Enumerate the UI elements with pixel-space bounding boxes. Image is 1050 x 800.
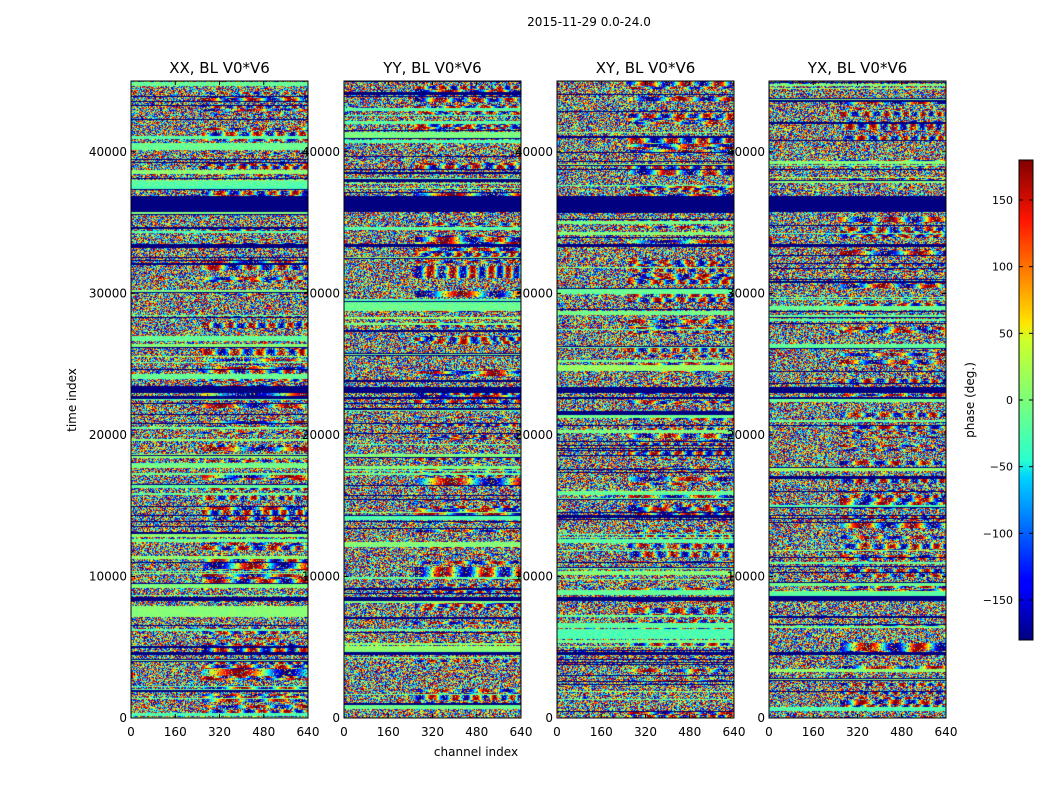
x-axis-label: channel index	[434, 745, 518, 759]
panel-title: XY, BL V0*V6	[596, 59, 696, 77]
panel-title: YX, BL V0*V6	[807, 59, 908, 77]
y-tick-label: 40000	[89, 145, 127, 159]
x-tick-label: 0	[553, 725, 561, 739]
colorbar-tick-label: −100	[983, 527, 1013, 540]
y-tick-label: 20000	[515, 428, 553, 442]
x-tick-label: 320	[634, 725, 657, 739]
panel-4: YX, BL V0*V6 0 160 320 480 640 0 10000 20000 3000…	[727, 59, 958, 739]
colorbar-tick-label: 150	[992, 194, 1013, 207]
x-tick-label: 640	[510, 725, 533, 739]
y-tick-label: 30000	[727, 286, 765, 300]
x-tick-label: 320	[208, 725, 231, 739]
colorbar: 150 100 50 0 −50 −100 −150 phase (deg.)	[963, 159, 1034, 641]
x-tick-label: 480	[465, 725, 488, 739]
colorbar-tick-label: 100	[992, 261, 1013, 274]
x-tick-label: 480	[252, 725, 275, 739]
x-tick-label: 160	[802, 725, 825, 739]
y-tick-label: 30000	[89, 286, 127, 300]
x-tick-label: 0	[127, 725, 135, 739]
x-tick-label: 320	[421, 725, 444, 739]
y-tick-label: 10000	[515, 569, 553, 583]
colorbar-tick-label: 50	[999, 327, 1013, 340]
panels-group: XX, BL V0*V6 0 160 320 480 640 0 10000 20000 3000…	[89, 59, 958, 739]
colorbar-tick-label: −50	[990, 461, 1013, 474]
phase-image	[131, 81, 308, 718]
y-tick-label: 0	[119, 711, 127, 725]
y-tick-label: 20000	[89, 428, 127, 442]
y-tick-label: 20000	[302, 428, 340, 442]
y-tick-label: 10000	[302, 569, 340, 583]
phase-image	[344, 81, 521, 718]
x-tick-label: 640	[723, 725, 746, 739]
x-tick-label: 160	[377, 725, 400, 739]
y-tick-label: 40000	[302, 145, 340, 159]
panel-3: XY, BL V0*V6 0 160 320 480 640 0 10000 20000 3000…	[515, 59, 746, 739]
colorbar-ticks: 150 100 50 0 −50 −100 −150	[983, 194, 1033, 607]
colorbar-tick-label: 0	[1006, 394, 1013, 407]
y-tick-label: 40000	[727, 145, 765, 159]
colorbar-tick-label: −150	[983, 594, 1013, 607]
phase-image	[557, 81, 734, 718]
y-tick-label: 30000	[302, 286, 340, 300]
y-axis-label: time index	[65, 368, 79, 432]
x-tick-label: 640	[935, 725, 958, 739]
y-tick-label: 40000	[515, 145, 553, 159]
panel-title: XX, BL V0*V6	[169, 59, 270, 77]
y-tick-label: 0	[332, 711, 340, 725]
y-tick-label: 30000	[515, 286, 553, 300]
panel-title: YY, BL V0*V6	[382, 59, 481, 77]
x-tick-label: 480	[890, 725, 913, 739]
y-tick-label: 20000	[727, 428, 765, 442]
x-tick-label: 0	[340, 725, 348, 739]
colorbar-label: phase (deg.)	[963, 362, 977, 438]
x-tick-label: 0	[765, 725, 773, 739]
x-tick-label: 320	[846, 725, 869, 739]
y-tick-label: 10000	[727, 569, 765, 583]
y-tick-label: 10000	[89, 569, 127, 583]
x-tick-label: 640	[297, 725, 320, 739]
x-tick-label: 160	[590, 725, 613, 739]
y-tick-label: 0	[757, 711, 765, 725]
panel-2: YY, BL V0*V6 0 160 320 480 640 0 10000 20000 3000…	[302, 59, 533, 739]
figure-suptitle: 2015-11-29 0.0-24.0	[527, 15, 651, 29]
panel-1: XX, BL V0*V6 0 160 320 480 640 0 10000 20000 3000…	[89, 59, 320, 739]
x-tick-label: 480	[678, 725, 701, 739]
x-tick-label: 160	[164, 725, 187, 739]
phase-image	[769, 81, 946, 718]
y-tick-label: 0	[545, 711, 553, 725]
